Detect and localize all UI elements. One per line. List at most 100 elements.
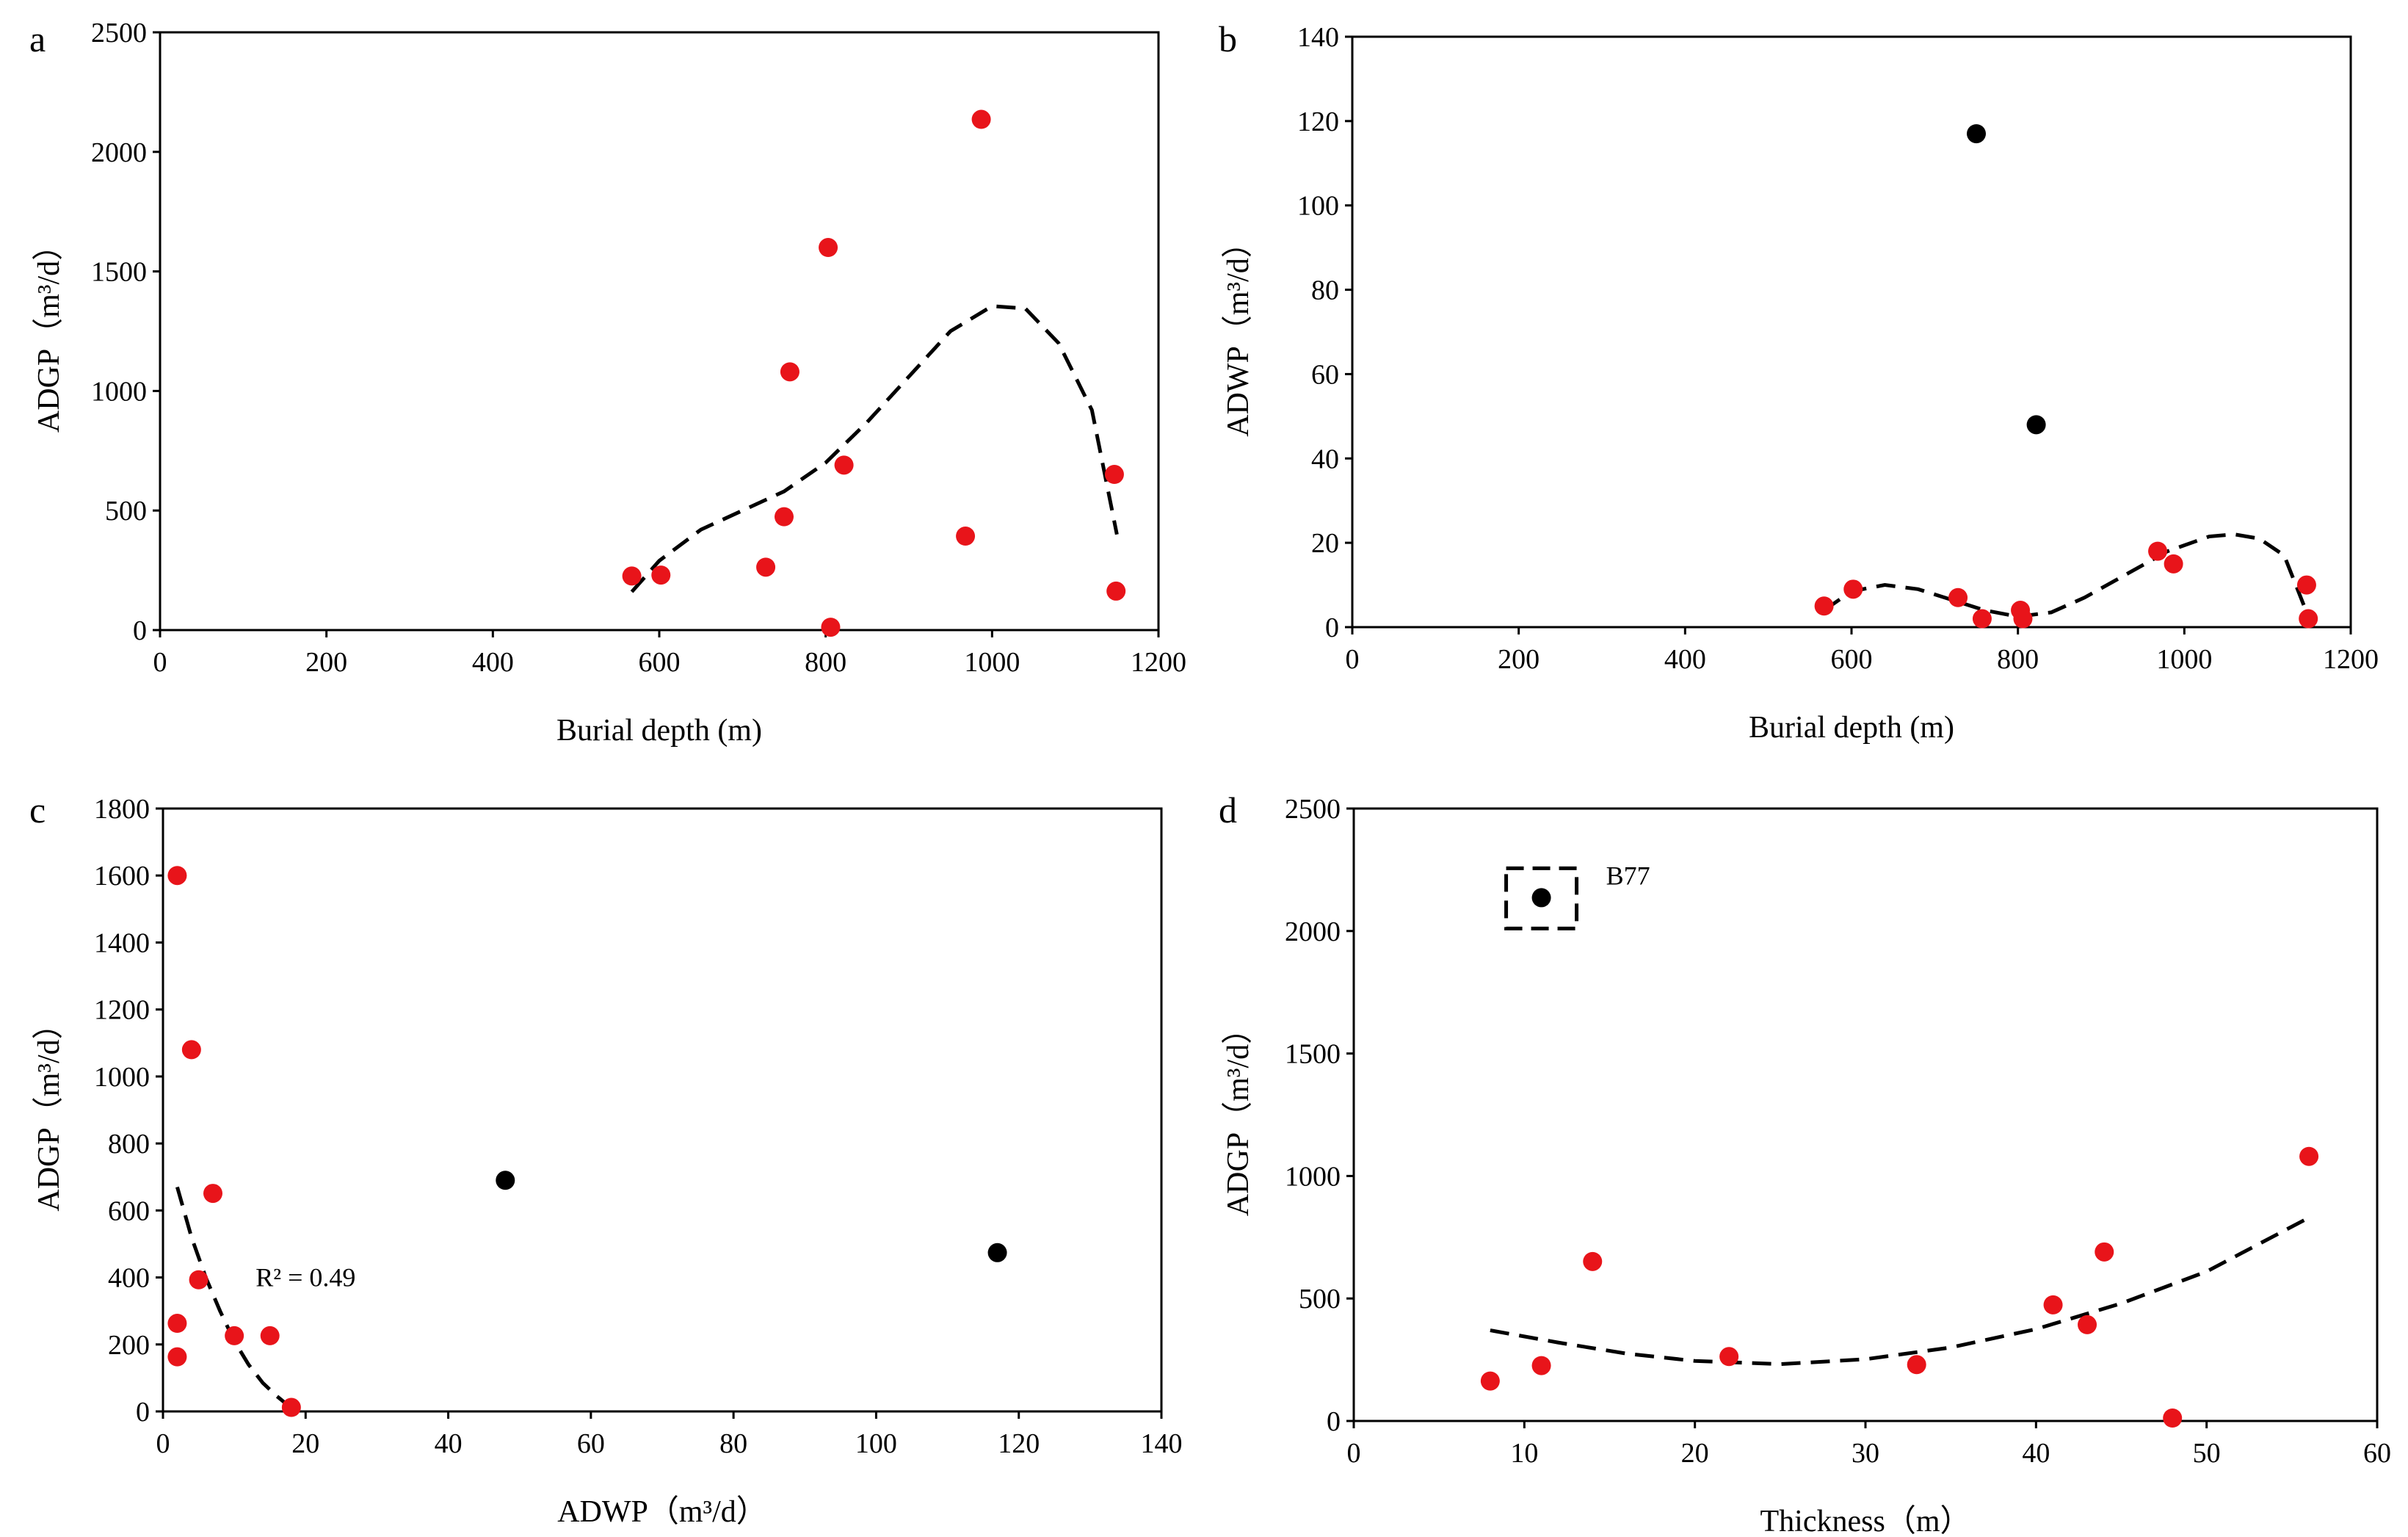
y-tick-label: 1800 <box>94 794 150 825</box>
data-point-red <box>821 618 841 637</box>
y-tick-label: 2500 <box>91 18 147 48</box>
y-axis-label: ADGP（m³/d） <box>1222 1013 1255 1216</box>
x-tick-label: 400 <box>472 647 514 678</box>
x-tick-label: 1000 <box>964 647 1020 678</box>
b77-highlight-box <box>1504 866 1579 930</box>
data-point-red <box>756 557 776 577</box>
data-point-red <box>167 1347 187 1367</box>
data-point-red <box>1972 609 1992 629</box>
x-tick-label: 40 <box>435 1428 463 1459</box>
trend-line <box>1490 1215 2310 1367</box>
data-point-red <box>181 1040 201 1060</box>
data-point-red <box>1719 1347 1739 1367</box>
x-tick-label: 1200 <box>2323 644 2379 675</box>
panel-a: 0 200 400 600 800 1000 1200 0 500 1000 1500 2000 250… <box>29 18 1186 748</box>
y-tick-label: 600 <box>108 1196 150 1226</box>
y-axis-label: ADWP（m³/d） <box>1222 227 1255 437</box>
x-axis-label: ADWP（m³/d） <box>557 1495 767 1529</box>
data-point-red <box>834 455 854 475</box>
x-tick-label: 60 <box>577 1428 605 1459</box>
data-point-red <box>167 866 187 886</box>
data-point-red <box>819 238 838 258</box>
data-point-red <box>225 1326 244 1345</box>
y-tick-label: 500 <box>1299 1284 1341 1314</box>
data-point-red <box>1814 596 1834 616</box>
plot-frame <box>162 807 1163 1413</box>
y-tick-label: 120 <box>1297 106 1339 137</box>
x-axis-label: Burial depth (m) <box>556 714 762 748</box>
x-tick-label: 50 <box>2193 1438 2221 1469</box>
trend-line <box>630 304 1119 593</box>
x-tick-label: 10 <box>1510 1438 1538 1469</box>
x-tick-label: 600 <box>1831 644 1873 675</box>
data-point-red <box>1907 1355 1926 1375</box>
y-axis-label: ADGP（m³/d） <box>32 1008 66 1211</box>
data-point-red <box>1106 581 1126 601</box>
x-tick-label: 200 <box>1498 644 1540 675</box>
y-tick-label: 140 <box>1297 22 1339 53</box>
y-tick-label: 2000 <box>1285 916 1341 947</box>
x-tick-label: 40 <box>2022 1438 2050 1469</box>
x-tick-label: 100 <box>855 1428 897 1459</box>
data-point-red <box>2078 1314 2097 1334</box>
x-tick-label: 800 <box>805 647 846 678</box>
panel-label: c <box>29 789 46 831</box>
data-point-black <box>1967 124 1986 144</box>
y-tick-label: 2000 <box>91 137 147 168</box>
panel-label: a <box>29 18 46 59</box>
y-axis-label: ADGP（m³/d） <box>32 230 66 433</box>
panel-c: 0 20 40 60 80 100 120 1400200400600800100012001… <box>29 789 1183 1529</box>
plot-frame <box>159 31 1160 632</box>
x-tick-label: 200 <box>305 647 347 678</box>
x-axis-label: Burial depth (m) <box>1749 711 1954 745</box>
x-axis-label: Thickness（m） <box>1760 1505 1971 1537</box>
y-tick-label: 20 <box>1311 528 1339 559</box>
data-point-red <box>775 507 794 527</box>
x-tick-label: 120 <box>998 1428 1040 1459</box>
data-point-red <box>1104 465 1124 485</box>
x-tick-label: 20 <box>291 1428 319 1459</box>
data-point-red <box>651 565 671 585</box>
x-tick-label: 140 <box>1141 1428 1183 1459</box>
x-tick-label: 80 <box>719 1428 747 1459</box>
data-point-red <box>2148 541 2168 561</box>
y-tick-label: 800 <box>108 1129 150 1160</box>
data-point-red <box>1480 1371 1500 1391</box>
data-point-red <box>1843 579 1863 599</box>
y-tick-label: 1000 <box>1285 1161 1341 1192</box>
data-point-red <box>956 527 976 546</box>
y-tick-label: 1600 <box>94 861 150 892</box>
data-point-red <box>2296 575 2316 595</box>
data-point-red <box>2095 1242 2114 1262</box>
data-point-black <box>987 1243 1007 1262</box>
data-point-red <box>971 109 991 129</box>
panel-label: d <box>1219 789 1237 831</box>
y-tick-label: 1500 <box>1285 1039 1341 1070</box>
b77-annotation: B77 <box>1606 861 1650 890</box>
x-tick-label: 400 <box>1664 644 1706 675</box>
data-point-red <box>622 566 642 586</box>
trend-line <box>175 1186 293 1410</box>
data-point-red <box>167 1314 187 1334</box>
panel-d: 0 10 20 30 40 50 60 0 500 1000 1500 2000 2500 Thickne… <box>1219 789 2391 1537</box>
panel-label: b <box>1219 18 1237 59</box>
data-point-red <box>780 362 799 382</box>
data-point-red <box>189 1270 208 1290</box>
y-tick-label: 1400 <box>94 927 150 958</box>
trend-line <box>1823 532 2311 620</box>
data-point-red <box>2299 609 2318 629</box>
y-tick-label: 0 <box>1325 612 1339 643</box>
plot-frame <box>1351 35 2352 629</box>
x-tick-label: 60 <box>2363 1438 2391 1469</box>
data-point-red <box>1948 587 1968 607</box>
data-point-black <box>496 1171 515 1190</box>
x-tick-label: 800 <box>1997 644 2039 675</box>
x-tick-label: 1000 <box>2156 644 2212 675</box>
y-tick-label: 0 <box>133 615 147 646</box>
data-point-red <box>2013 609 2033 629</box>
x-tick-label: 600 <box>639 647 681 678</box>
data-point-black <box>1531 888 1551 908</box>
y-tick-label: 200 <box>108 1330 150 1361</box>
y-tick-label: 2500 <box>1285 794 1341 825</box>
